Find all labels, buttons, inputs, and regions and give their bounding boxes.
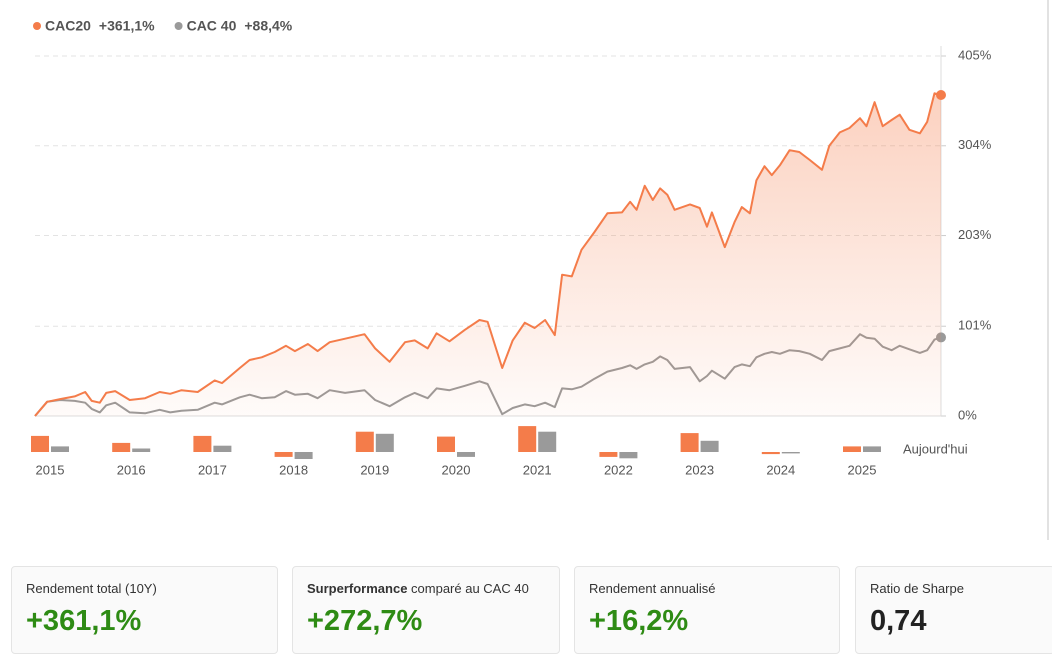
year-label: 2017 <box>198 462 227 477</box>
year-label: 2023 <box>685 462 714 477</box>
year-label: 2020 <box>442 462 471 477</box>
stat-card: Ratio de Sharpe 0,74 <box>855 566 1052 654</box>
annual-bar <box>31 435 49 452</box>
y-tick-label: 304% <box>958 137 992 152</box>
annual-bar <box>213 445 232 452</box>
year-label: 2025 <box>848 462 877 477</box>
stat-label: Ratio de Sharpe <box>870 581 964 596</box>
area-fill <box>35 93 941 417</box>
year-label: 2019 <box>360 462 389 477</box>
stat-card: Rendement annualisé +16,2% <box>574 566 840 654</box>
annual-bar <box>294 452 313 459</box>
legend-name: CAC 40 <box>187 18 237 34</box>
annual-bar <box>193 435 212 452</box>
legend-change: +361,1% <box>99 18 155 34</box>
legend-item: CAC 40 +88,4% <box>174 18 293 34</box>
annual-bar <box>863 446 881 452</box>
legend-change: +88,4% <box>244 18 292 34</box>
stat-card: Surperformance comparé au CAC 40 +272,7% <box>292 566 560 654</box>
legend-dot <box>33 22 41 30</box>
annual-bar <box>112 442 131 452</box>
annual-bar <box>375 433 394 452</box>
legend-dot <box>174 22 183 30</box>
annual-bar <box>437 436 455 452</box>
stats-cards: Rendement total (10Y) +361,1% Surperforman… <box>11 566 1052 656</box>
y-tick-label: 101% <box>958 318 992 333</box>
year-label: 2021 <box>523 462 552 477</box>
annual-bar <box>599 452 618 457</box>
stat-card: Rendement total (10Y) +361,1% <box>11 566 278 654</box>
stat-label-bold: Surperformance <box>307 581 408 596</box>
stat-value: +272,7% <box>307 605 423 637</box>
year-label: 2022 <box>604 462 633 477</box>
legend-name: CAC20 <box>45 18 91 34</box>
annual-bar <box>518 426 537 452</box>
stat-value: +361,1% <box>26 605 142 637</box>
annual-bar <box>274 452 293 457</box>
stat-label-text: comparé au CAC 40 <box>407 581 529 596</box>
annual-bar <box>457 452 475 457</box>
today-label: Aujourd'hui <box>903 441 968 456</box>
stat-label: Rendement annualisé <box>589 581 716 596</box>
end-dot <box>936 90 946 101</box>
annual-bar <box>355 431 374 452</box>
stat-label: Rendement total (10Y) <box>26 581 157 596</box>
y-tick-label: 0% <box>958 407 977 422</box>
stat-label: Surperformance comparé au CAC 40 <box>307 581 529 596</box>
y-tick-label: 405% <box>958 47 992 62</box>
stat-value: 0,74 <box>870 605 927 637</box>
annual-bar <box>843 446 861 452</box>
annual-bar <box>680 433 699 452</box>
annual-bar <box>761 452 780 455</box>
year-label: 2018 <box>279 462 308 477</box>
stat-value: +16,2% <box>589 605 689 637</box>
chart: 0% 101% 203% 304% 405% CAC20 +361,1% CAC 40 +88,… <box>31 0 1049 540</box>
year-label: 2016 <box>117 462 146 477</box>
year-label: 2015 <box>36 462 65 477</box>
y-tick-label: 203% <box>958 227 992 242</box>
annual-bar <box>619 452 638 459</box>
annual-bar <box>132 448 151 452</box>
annual-bar <box>51 446 69 452</box>
line <box>34 92 942 417</box>
annual-bar <box>781 452 800 454</box>
annual-bar <box>538 431 557 452</box>
legend-item: CAC20 +361,1% <box>33 18 155 34</box>
year-label: 2024 <box>766 462 795 477</box>
annual-bar <box>700 440 719 452</box>
